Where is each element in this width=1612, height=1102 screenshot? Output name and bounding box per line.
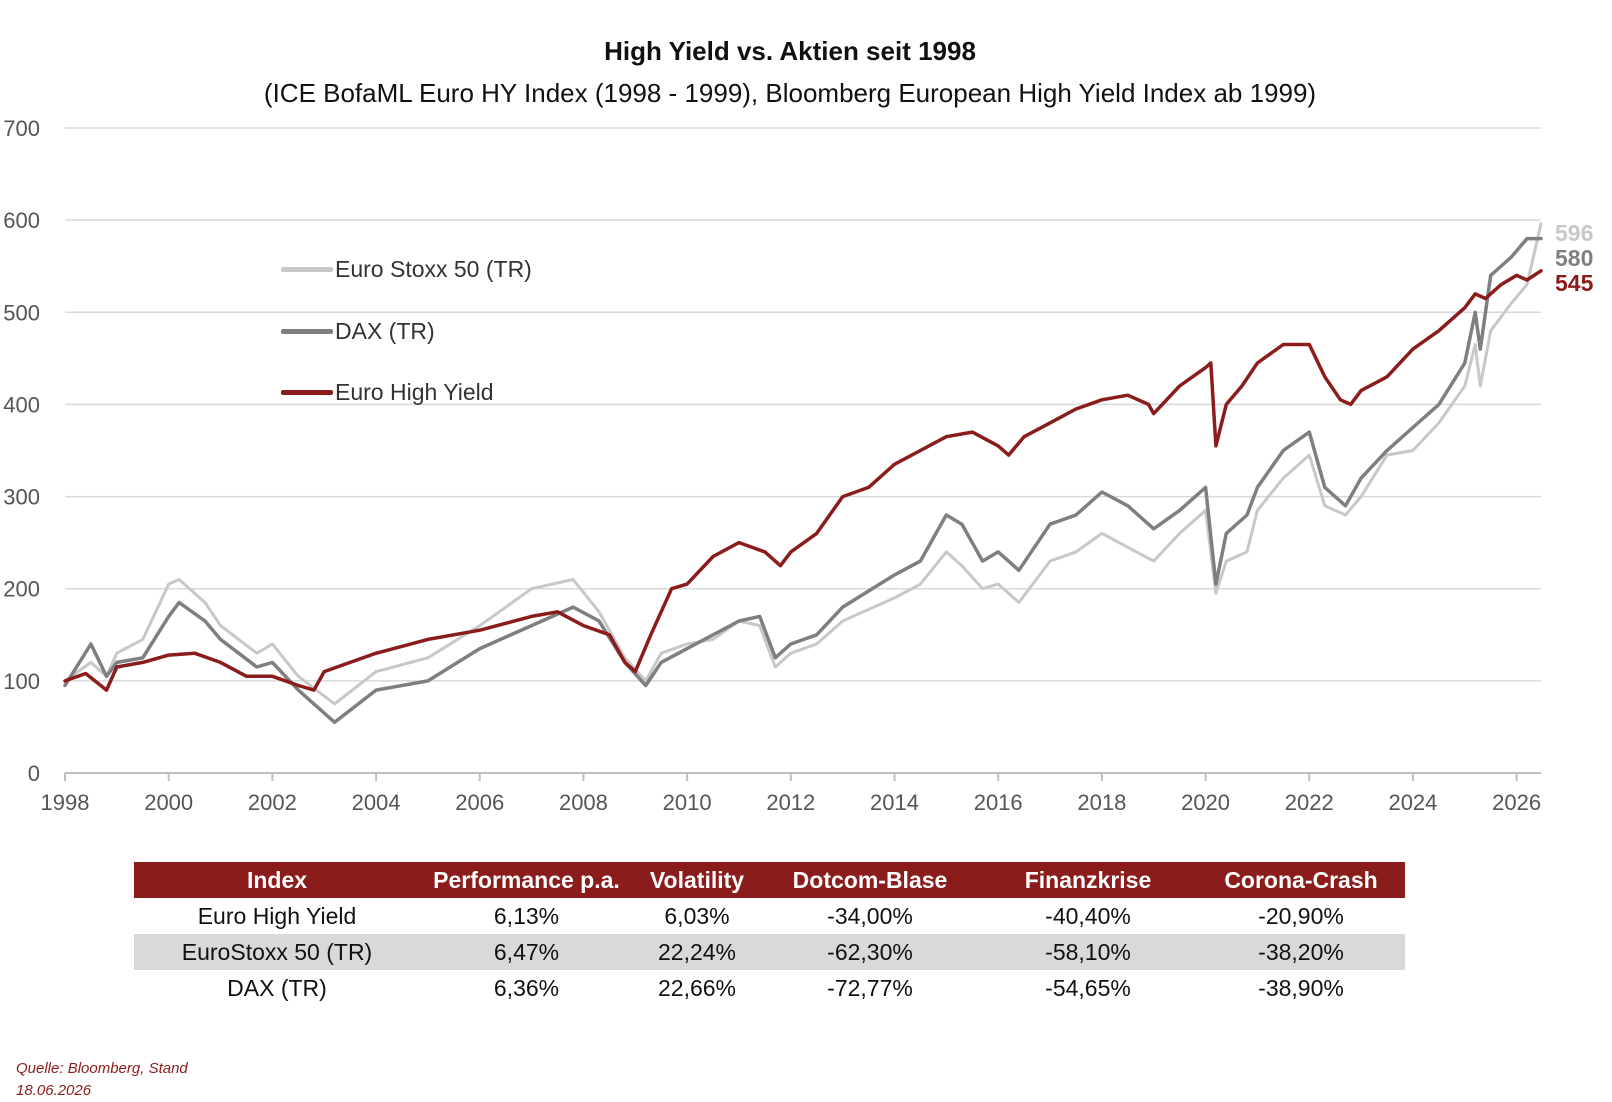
y-tick-label: 0	[28, 761, 40, 786]
cell-corona: -20,90%	[1258, 902, 1344, 929]
header-finanzkrise: Finanzkrise	[979, 862, 1197, 898]
legend-swatch-euro-stoxx	[281, 266, 333, 272]
cell-performance: 6,47%	[420, 934, 633, 970]
cell-volatility: 22,24%	[633, 934, 761, 970]
source-note: Quelle: Bloomberg, Stand 18.06.2026	[16, 1058, 226, 1102]
stats-table: Index Performance p.a. Volatility Dotcom…	[134, 862, 1405, 1006]
cell-volatility: 6,03%	[664, 902, 730, 929]
x-tick-label: 2016	[974, 790, 1023, 815]
cell-finanzkrise: -40,40%	[1045, 902, 1131, 929]
source-line: Quelle: Bloomberg, Stand	[16, 1060, 188, 1077]
x-tick-label: 2004	[352, 790, 401, 815]
cell-performance: 6,13%	[493, 902, 560, 929]
end-label-euro-high-yield: 545	[1555, 270, 1594, 296]
y-tick-label: 600	[3, 208, 40, 233]
cell-performance: 6,36%	[493, 974, 560, 1001]
legend-item-euro-high-yield: Euro High Yield	[281, 377, 494, 407]
y-tick-label: 100	[3, 669, 40, 694]
series-lines	[63, 222, 1543, 725]
legend-swatch-dax	[281, 328, 333, 334]
x-tick-label: 1998	[41, 790, 90, 815]
cell-finanzkrise: -58,10%	[979, 934, 1197, 970]
table-header-row: Index Performance p.a. Volatility Dotcom…	[134, 862, 1405, 898]
axes: 0 100 200 300 400 500 600 700 1998 2000 2002 2004 20…	[3, 116, 1541, 815]
cell-dotcom: -62,30%	[761, 934, 979, 970]
x-tick-label: 2014	[870, 790, 919, 815]
legend-item-dax: DAX (TR)	[281, 316, 435, 346]
header-dotcom: Dotcom-Blase	[761, 862, 979, 898]
series-line-dax-tr	[63, 236, 1543, 725]
x-tick-label: 2018	[1077, 790, 1126, 815]
x-tick-label: 2008	[559, 790, 608, 815]
cell-index: EuroStoxx 50 (TR)	[134, 934, 420, 970]
chart-title: High Yield vs. Aktien seit 1998	[604, 36, 976, 66]
table-row: DAX (TR) 6,36% 22,66% -72,77% -54,65% -3…	[134, 970, 1405, 1006]
series-line-euro-stoxx-50-tr	[63, 222, 1543, 706]
x-tick-label: 2024	[1388, 790, 1437, 815]
line-chart: 0 100 200 300 400 500 600 700 1998 2000 2002 2004 20…	[3, 116, 1543, 815]
x-tick-label: 2020	[1181, 790, 1230, 815]
end-label-euro-stoxx: 596	[1555, 220, 1594, 246]
y-tick-label: 700	[3, 116, 40, 141]
legend-item-euro-stoxx: Euro Stoxx 50 (TR)	[281, 254, 532, 284]
header-index: Index	[134, 862, 420, 898]
source-date: 18.06.2026	[16, 1082, 92, 1099]
grid-lines	[65, 127, 1541, 682]
x-tick-label: 2006	[455, 790, 504, 815]
chart-subtitle: (ICE BofaML Euro HY Index (1998 - 1999),…	[263, 78, 1317, 108]
cell-volatility: 22,66%	[657, 974, 736, 1001]
header-performance: Performance p.a.	[420, 862, 633, 898]
legend-label-euro-high-yield: Euro High Yield	[335, 378, 494, 405]
header-volatility: Volatility	[633, 862, 761, 898]
cell-index: Euro High Yield	[197, 902, 357, 929]
cell-dotcom: -34,00%	[827, 902, 913, 929]
cell-index: DAX (TR)	[227, 974, 327, 1001]
cell-finanzkrise: -54,65%	[1045, 974, 1131, 1001]
table-row: EuroStoxx 50 (TR) 6,47% 22,24% -62,30% -…	[134, 934, 1405, 970]
x-tick-label: 2010	[663, 790, 712, 815]
series-line-euro-high-yield	[63, 269, 1543, 692]
y-tick-label: 300	[3, 485, 40, 510]
end-label-dax: 580	[1555, 245, 1594, 271]
legend-label-euro-stoxx: Euro Stoxx 50 (TR)	[335, 255, 532, 282]
table-row: Euro High Yield 6,13% 6,03% -34,00% -40,…	[134, 898, 1405, 934]
y-tick-label: 400	[3, 392, 40, 417]
cell-corona: -38,20%	[1197, 934, 1405, 970]
x-tick-label: 2026	[1492, 790, 1541, 815]
x-tick-label: 2012	[766, 790, 815, 815]
header-corona: Corona-Crash	[1197, 862, 1405, 898]
x-tick-label: 2022	[1285, 790, 1334, 815]
cell-corona: -38,90%	[1258, 974, 1344, 1001]
y-tick-label: 500	[3, 300, 40, 325]
x-tick-label: 2002	[248, 790, 297, 815]
legend-label-dax: DAX (TR)	[335, 317, 435, 344]
y-tick-label: 200	[3, 577, 40, 602]
cell-dotcom: -72,77%	[827, 974, 913, 1001]
x-tick-label: 2000	[144, 790, 193, 815]
legend-swatch-euro-high-yield	[281, 389, 333, 395]
